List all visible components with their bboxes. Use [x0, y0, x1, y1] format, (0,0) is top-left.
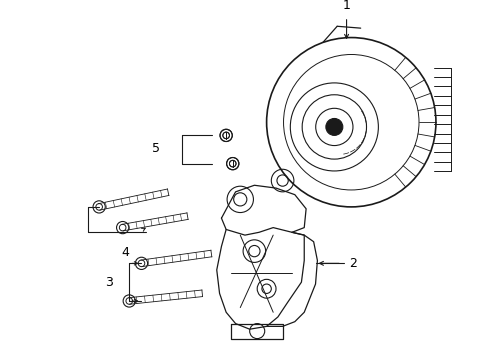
Text: 2: 2	[349, 257, 357, 270]
Text: 1: 1	[342, 0, 350, 12]
Text: 5: 5	[152, 142, 160, 155]
Text: 4: 4	[122, 246, 129, 260]
Circle shape	[325, 118, 342, 135]
Text: 3: 3	[104, 276, 112, 289]
